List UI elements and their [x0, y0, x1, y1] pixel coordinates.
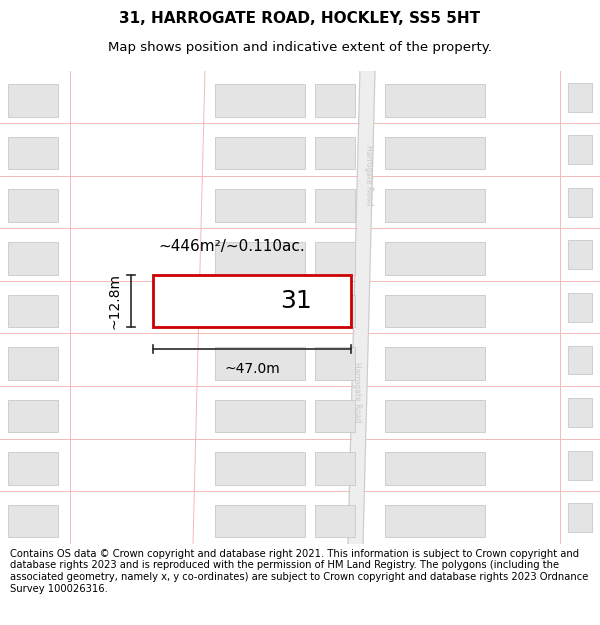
Bar — [315, 84, 355, 117]
Bar — [385, 294, 485, 327]
Bar — [568, 241, 592, 269]
Bar — [568, 188, 592, 217]
Bar — [215, 137, 305, 169]
Text: 31: 31 — [280, 289, 311, 313]
Bar — [215, 452, 305, 485]
Bar — [315, 452, 355, 485]
Bar — [385, 189, 485, 222]
Bar — [385, 505, 485, 538]
Bar — [385, 400, 485, 432]
Bar — [8, 137, 58, 169]
Text: ~12.8m: ~12.8m — [107, 273, 121, 329]
Bar — [8, 294, 58, 327]
Bar — [215, 347, 305, 380]
Bar — [568, 503, 592, 532]
Bar — [568, 346, 592, 374]
Bar — [568, 293, 592, 322]
Bar — [8, 242, 58, 274]
Bar — [385, 452, 485, 485]
Bar — [568, 398, 592, 427]
Bar — [315, 505, 355, 538]
Bar — [315, 137, 355, 169]
Text: ~47.0m: ~47.0m — [224, 361, 280, 376]
Bar — [315, 400, 355, 432]
Bar — [215, 400, 305, 432]
Text: Map shows position and indicative extent of the property.: Map shows position and indicative extent… — [108, 41, 492, 54]
Bar — [568, 451, 592, 479]
Bar — [315, 242, 355, 274]
Bar — [8, 347, 58, 380]
Bar — [315, 189, 355, 222]
Text: Contains OS data © Crown copyright and database right 2021. This information is : Contains OS data © Crown copyright and d… — [10, 549, 588, 594]
Bar — [315, 294, 355, 327]
Bar — [8, 452, 58, 485]
Text: 31, HARROGATE ROAD, HOCKLEY, SS5 5HT: 31, HARROGATE ROAD, HOCKLEY, SS5 5HT — [119, 11, 481, 26]
Text: ~446m²/~0.110ac.: ~446m²/~0.110ac. — [158, 239, 305, 254]
Bar — [215, 84, 305, 117]
Bar — [8, 189, 58, 222]
Bar — [8, 400, 58, 432]
Bar — [215, 242, 305, 274]
Bar — [215, 505, 305, 538]
Bar — [385, 242, 485, 274]
Text: Harrogate Road: Harrogate Road — [364, 144, 373, 205]
Bar — [8, 505, 58, 538]
Text: Harrogate Road: Harrogate Road — [352, 362, 361, 423]
Bar — [215, 189, 305, 222]
Bar — [215, 294, 305, 327]
Bar — [385, 347, 485, 380]
Polygon shape — [348, 71, 375, 544]
Bar — [385, 84, 485, 117]
Bar — [568, 82, 592, 112]
Bar — [385, 137, 485, 169]
Bar — [8, 84, 58, 117]
Bar — [568, 135, 592, 164]
Bar — [315, 347, 355, 380]
Bar — [153, 275, 351, 328]
